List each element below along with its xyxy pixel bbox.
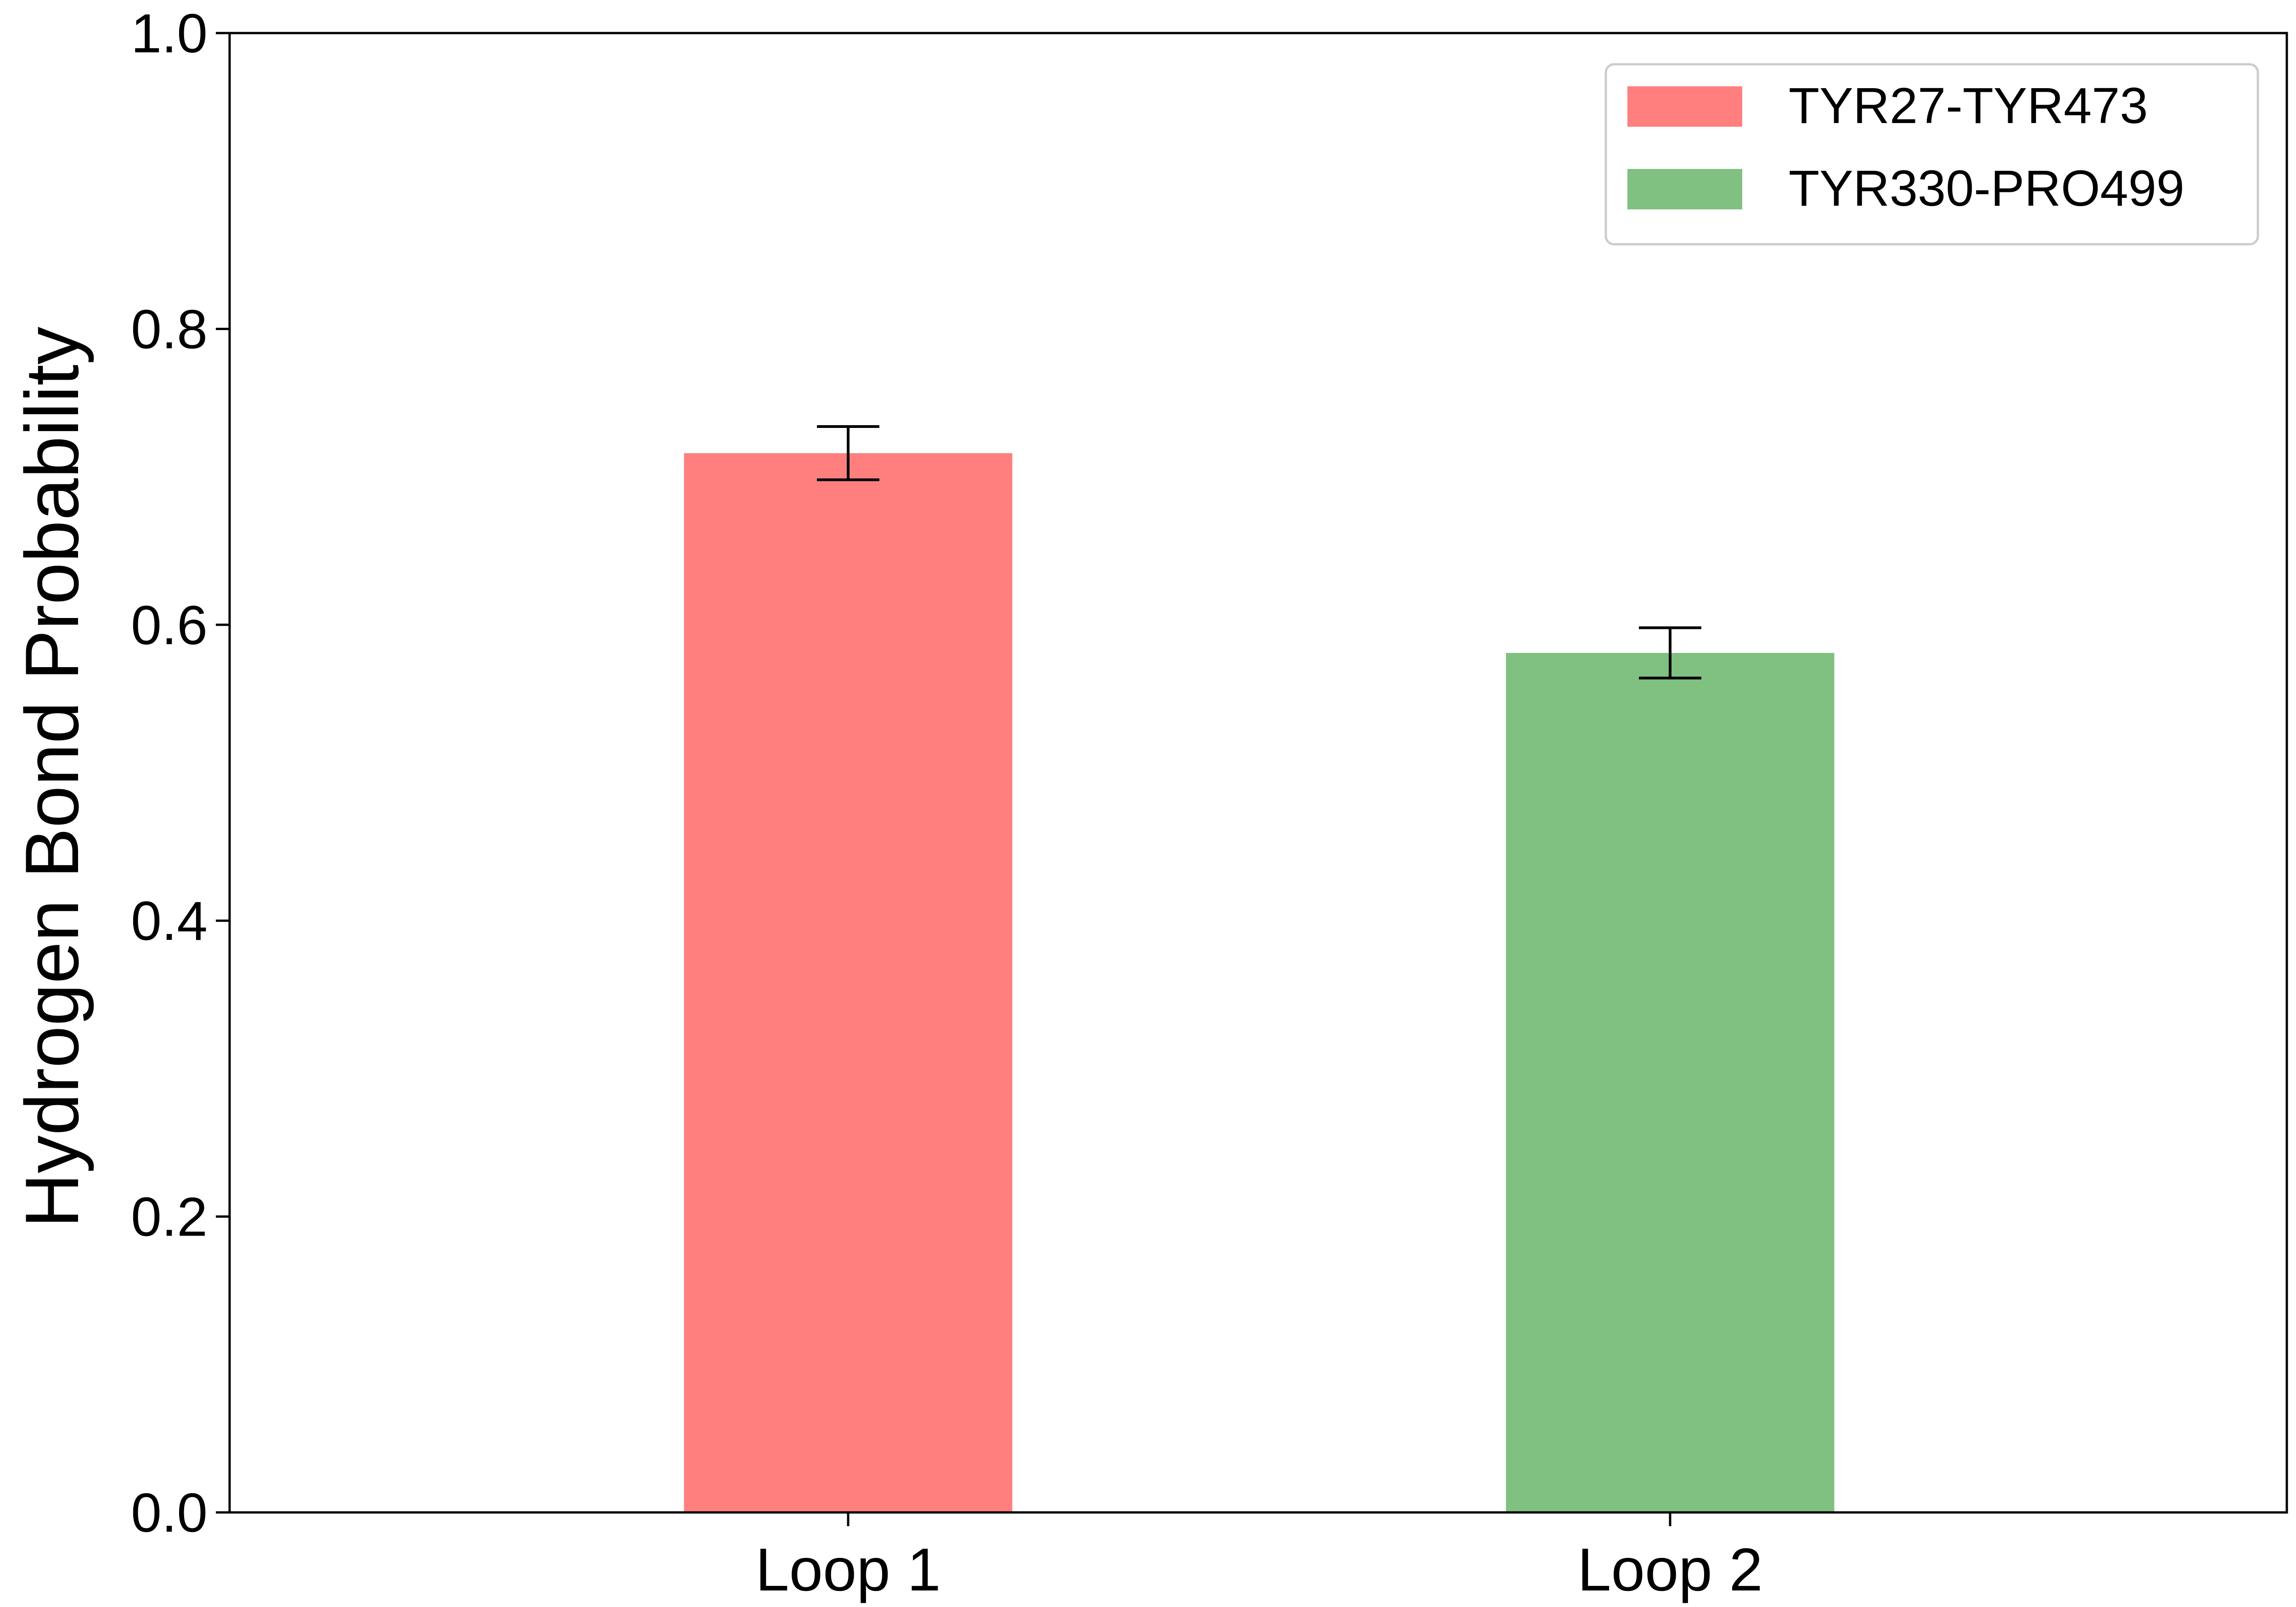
y-tick-label: 0.6 [131,595,208,656]
y-tick-label: 0.4 [131,890,208,952]
y-axis-label: Hydrogen Bond Probability [10,326,94,1228]
x-tick-label: Loop 2 [1577,1536,1763,1603]
legend-entry-label: TYR330-PRO499 [1789,160,2184,217]
y-tick-label: 0.8 [131,298,208,360]
legend-swatch [1627,169,1742,209]
error-bar [1639,626,1701,680]
plot-area-frame [228,32,2288,1514]
y-tick-label: 1.0 [131,3,208,64]
x-tick-label: Loop 1 [755,1536,941,1603]
y-axis: 0.0 0.2 0.4 0.6 0.8 1.0 [131,3,230,1544]
legend-box [1604,63,2259,246]
legend-swatch [1627,86,1742,127]
bar-loop-1 [684,453,1013,1513]
y-tick-label: 0.2 [131,1186,208,1248]
error-bar [817,425,879,482]
error-bars-layer [817,425,1701,680]
legend: TYR27-TYR473 TYR330-PRO499 [1604,63,2259,246]
bar-loop-2 [1506,653,1835,1512]
x-axis: Loop 1 Loop 2 [755,1512,1763,1603]
legend-entry-label: TYR27-TYR473 [1789,78,2148,134]
y-tick-label: 0.0 [131,1482,208,1544]
bars-layer [684,453,1835,1513]
